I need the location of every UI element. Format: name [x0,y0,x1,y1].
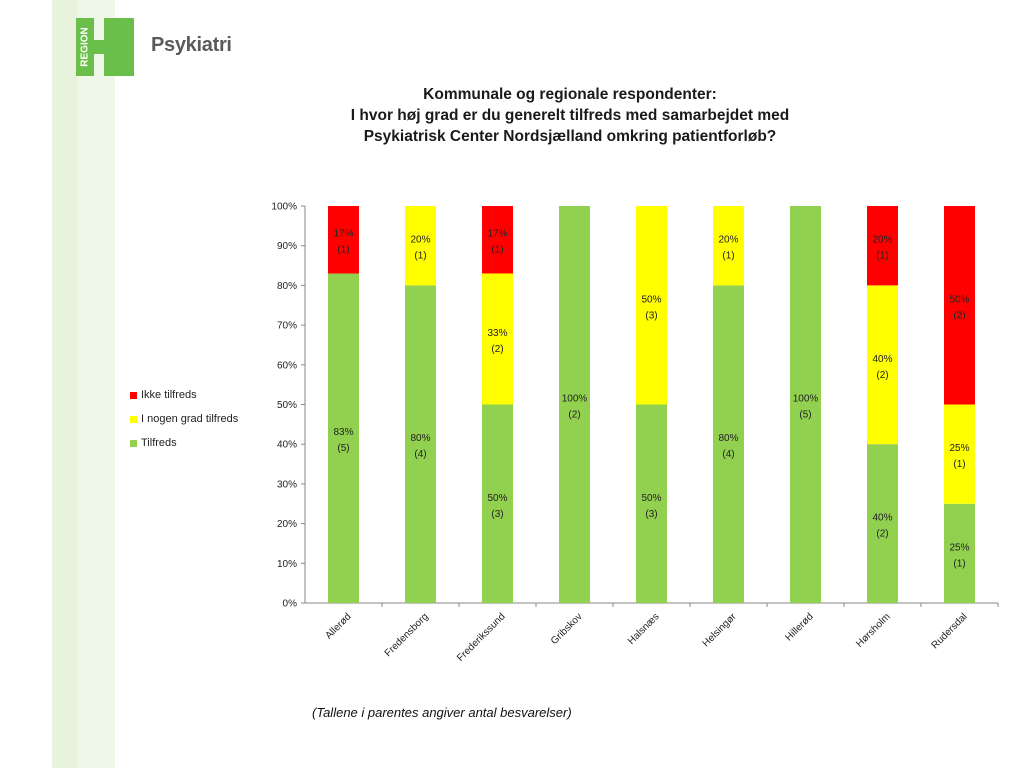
background-stripe-left [52,0,78,768]
data-label-percent: 80% [718,433,738,444]
data-label-percent: 25% [949,443,969,454]
data-label-count: (4) [722,449,734,460]
data-label-percent: 40% [872,513,892,524]
chart-title-line-1: Kommunale og regionale respondenter: [423,86,717,103]
data-label-percent: 40% [872,354,892,365]
bar-segment-hørsholm-0 [867,444,898,603]
data-label-count: (5) [337,443,349,454]
data-label-percent: 17% [487,229,507,240]
y-tick-label: 100% [271,202,297,213]
legend-item-tilfreds: Tilfreds [130,431,238,455]
bar-segment-allerød-2 [328,206,359,274]
bar-segment-allerød-0 [328,273,359,603]
data-label-percent: 17% [333,229,353,240]
legend-label: Ikke tilfreds [141,389,197,401]
legend-swatch-nogen-grad [130,415,137,423]
data-label-count: (2) [876,370,888,381]
data-label-count: (3) [491,509,503,520]
legend-item-nogen-grad: I nogen grad tilfreds [130,407,238,431]
data-label-count: (1) [491,245,503,256]
logo-text: REGION [80,27,91,66]
data-label-percent: 100% [562,394,588,405]
bar-segment-frederikssund-1 [482,273,513,405]
data-label-percent: 80% [410,433,430,444]
bar-segment-rudersdal-0 [944,503,975,603]
x-category-label: Frederikssund [455,611,508,664]
data-label-count: (1) [414,251,426,262]
x-category-label: Hørsholm [854,611,892,649]
data-label-percent: 50% [641,493,661,504]
y-tick-label: 80% [277,281,297,292]
chart-title-line-2: I hvor høj grad er du generelt tilfreds … [350,107,790,124]
bar-segment-hørsholm-2 [867,206,898,286]
bar-segment-fredensborg-0 [405,285,436,603]
bar-segment-frederikssund-0 [482,404,513,603]
data-label-percent: 20% [410,235,430,246]
data-label-count: (5) [799,410,811,421]
data-label-count: (1) [722,251,734,262]
x-category-label: Fredensborg [383,611,431,659]
y-tick-label: 60% [277,360,297,371]
data-label-percent: 50% [487,493,507,504]
x-category-label: Hillerød [783,611,815,643]
y-tick-label: 50% [277,400,297,411]
bar-segment-halsnæs-1 [636,206,667,405]
data-label-percent: 20% [718,235,738,246]
chart-title-line-3: Psykiatrisk Center Nordsjælland omkring … [363,128,777,145]
legend-label: I nogen grad tilfreds [141,413,239,425]
data-label-percent: 50% [949,294,969,305]
data-label-count: (1) [953,558,965,569]
data-label-count: (2) [491,344,503,355]
bar-segment-gribskov-0 [559,206,590,603]
data-label-count: (2) [568,410,580,421]
bar-segment-hillerød-0 [790,206,821,603]
x-category-label: Allerød [323,611,353,641]
y-tick-label: 90% [277,241,297,252]
y-tick-label: 70% [277,321,297,332]
brand-name: Psykiatri [151,34,232,56]
data-label-count: (3) [645,310,657,321]
chart-legend: Ikke tilfreds I nogen grad tilfreds Tilf… [130,383,238,455]
background-stripe-right [78,0,115,768]
legend-swatch-tilfreds [130,439,137,447]
x-category-label: Rudersdal [930,611,970,651]
y-tick-label: 30% [277,479,297,490]
legend-swatch-ikke-tilfreds [130,391,137,399]
bar-segment-rudersdal-1 [944,404,975,504]
bar-segment-rudersdal-2 [944,206,975,405]
footnote: (Tallene i parentes angiver antal besvar… [312,705,572,720]
x-category-label: Helsingør [701,611,740,650]
legend-item-ikke-tilfreds: Ikke tilfreds [130,383,238,407]
data-label-count: (3) [645,509,657,520]
y-tick-label: 0% [283,599,298,610]
data-label-count: (1) [953,459,965,470]
y-tick-label: 20% [277,519,297,530]
bar-segment-helsingør-0 [713,285,744,603]
data-label-percent: 25% [949,542,969,553]
region-h-logo-icon: REGION [76,18,134,76]
legend-label: Tilfreds [141,437,177,449]
x-category-label: Gribskov [549,611,585,647]
bar-segment-helsingør-1 [713,206,744,286]
data-label-percent: 33% [487,328,507,339]
data-label-count: (4) [414,449,426,460]
bar-segment-frederikssund-2 [482,206,513,274]
data-label-percent: 83% [333,427,353,438]
x-category-label: Halsnæs [626,611,662,647]
data-label-count: (2) [953,310,965,321]
data-label-percent: 100% [793,394,819,405]
bar-segment-fredensborg-1 [405,206,436,286]
data-label-count: (1) [876,251,888,262]
bar-segment-hørsholm-1 [867,285,898,445]
bar-segment-halsnæs-0 [636,404,667,603]
y-tick-label: 40% [277,440,297,451]
data-label-percent: 50% [641,294,661,305]
data-label-count: (1) [337,245,349,256]
y-tick-label: 10% [277,559,297,570]
data-label-count: (2) [876,529,888,540]
chart-title: Kommunale og regionale respondenter: I h… [300,84,840,147]
data-label-percent: 20% [872,235,892,246]
